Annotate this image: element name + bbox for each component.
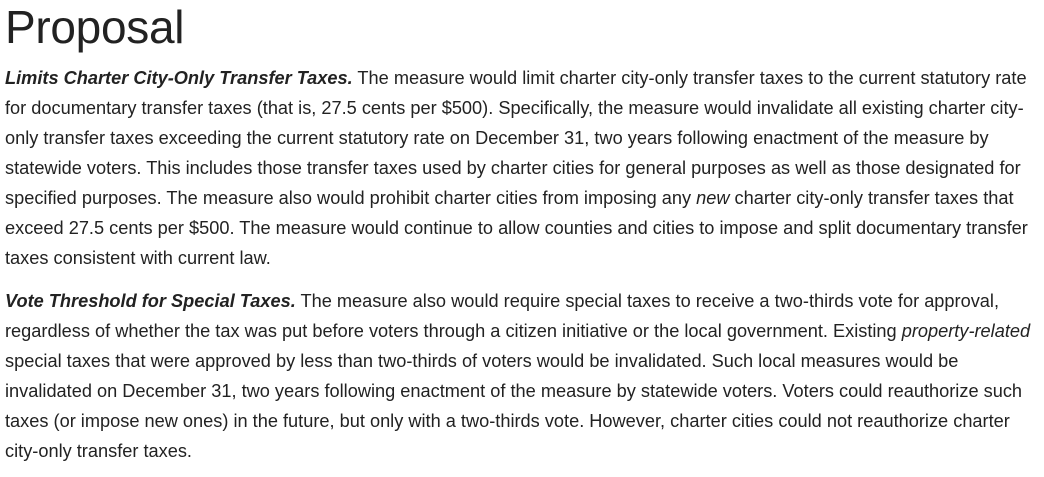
paragraph-heading-vote-threshold: Vote Threshold for Special Taxes. — [5, 291, 296, 311]
emphasis-property-related: property-related — [901, 321, 1031, 341]
page-title: Proposal — [5, 1, 185, 53]
emphasis-new: new — [696, 188, 730, 208]
paragraph-text-vote-threshold-part-2: special taxes that were approved by less… — [5, 351, 1023, 461]
paragraph-text-transfer-taxes-part-1: The measure would limit charter city-onl… — [5, 68, 1027, 208]
paragraph-vote-threshold: Vote Threshold for Special Taxes. The me… — [5, 286, 1040, 466]
paragraph-transfer-taxes: Limits Charter City-Only Transfer Taxes.… — [5, 63, 1040, 273]
paragraph-text-vote-threshold-part-1: The measure also would require special t… — [5, 291, 1000, 341]
paragraph-text-transfer-taxes-part-2: charter city-only transfer taxes that ex… — [5, 188, 1028, 268]
paragraph-heading-transfer-taxes: Limits Charter City-Only Transfer Taxes. — [5, 68, 353, 88]
